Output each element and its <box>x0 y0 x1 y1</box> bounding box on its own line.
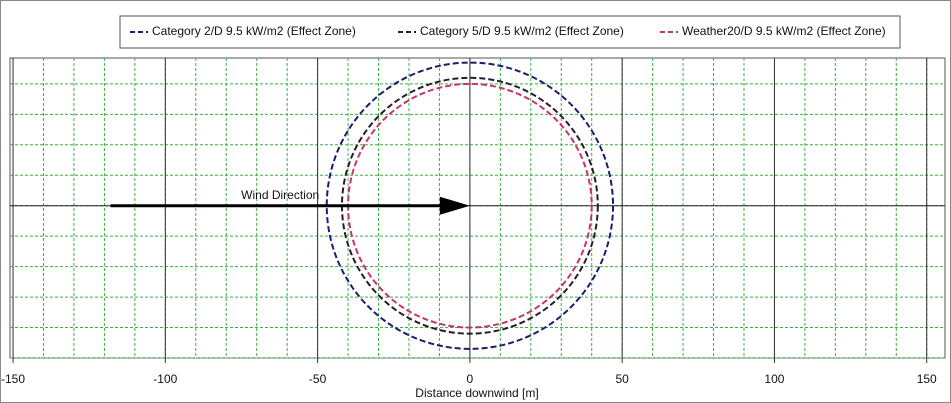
x-tick-label: 50 <box>615 372 629 386</box>
effect-zone <box>325 61 615 350</box>
legend-label: Weather20/D 9.5 kW/m2 (Effect Zone) <box>682 24 886 38</box>
wind-arrowhead <box>439 196 470 215</box>
x-tick-label: 100 <box>764 372 784 386</box>
plot-area <box>9 57 946 359</box>
x-tick-label: -100 <box>153 372 177 386</box>
x-tick-label: -50 <box>309 372 327 386</box>
x-tick-label: -150 <box>1 372 25 386</box>
legend-label: Category 2/D 9.5 kW/m2 (Effect Zone) <box>152 24 356 38</box>
x-axis-label: Distance downwind [m] <box>415 386 538 400</box>
x-tick-label: 0 <box>467 372 474 386</box>
legend-label: Category 5/D 9.5 kW/m2 (Effect Zone) <box>420 24 624 38</box>
x-tick-label: 150 <box>917 372 937 386</box>
legend <box>119 15 901 49</box>
annotation: Wind Direction <box>241 188 319 202</box>
